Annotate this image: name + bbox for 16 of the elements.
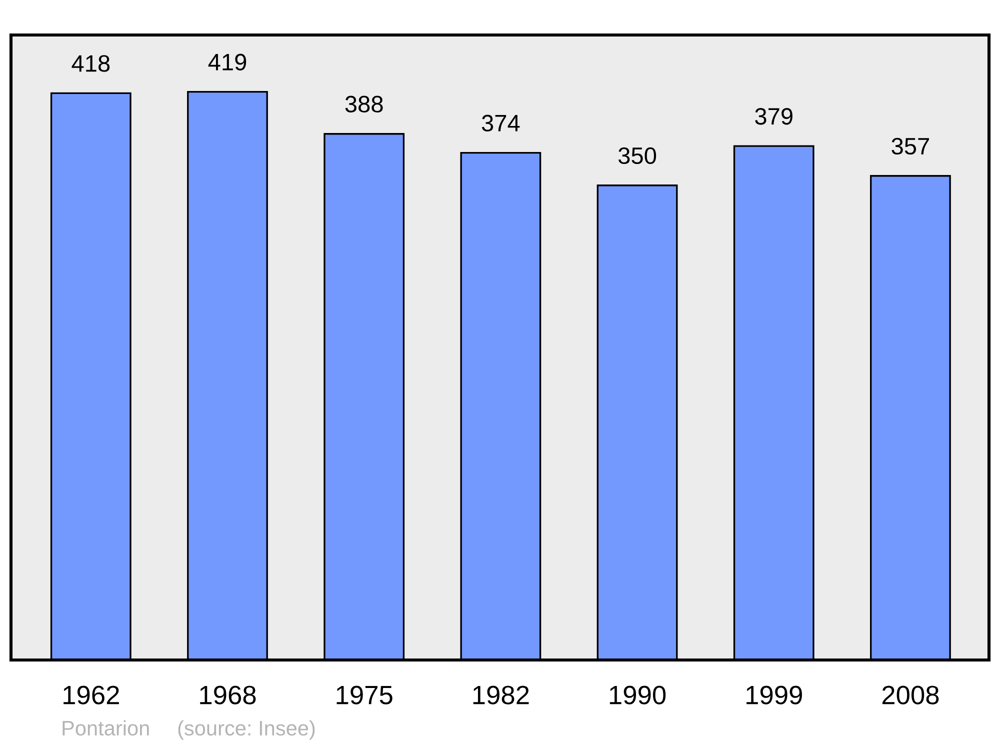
x-tick-label: 1975 [336, 686, 392, 704]
data-label: 388 [345, 96, 383, 113]
data-label: 374 [482, 114, 520, 132]
data-label: 379 [755, 108, 792, 125]
x-tick-label: 1990 [610, 686, 666, 704]
x-tick-label: 1982 [473, 686, 529, 704]
x-tick-label: 1962 [64, 686, 119, 704]
x-tick-label: 1968 [200, 686, 256, 704]
text: Pontarion [62, 720, 149, 736]
data-label: 418 [72, 55, 110, 72]
text: (source: Insee) [178, 720, 315, 740]
x-tick-label: 1999 [746, 686, 802, 704]
data-label: 419 [208, 54, 246, 70]
x-tick-label: 2008 [882, 686, 939, 704]
data-label: 350 [618, 147, 656, 164]
data-label: 357 [892, 138, 929, 155]
